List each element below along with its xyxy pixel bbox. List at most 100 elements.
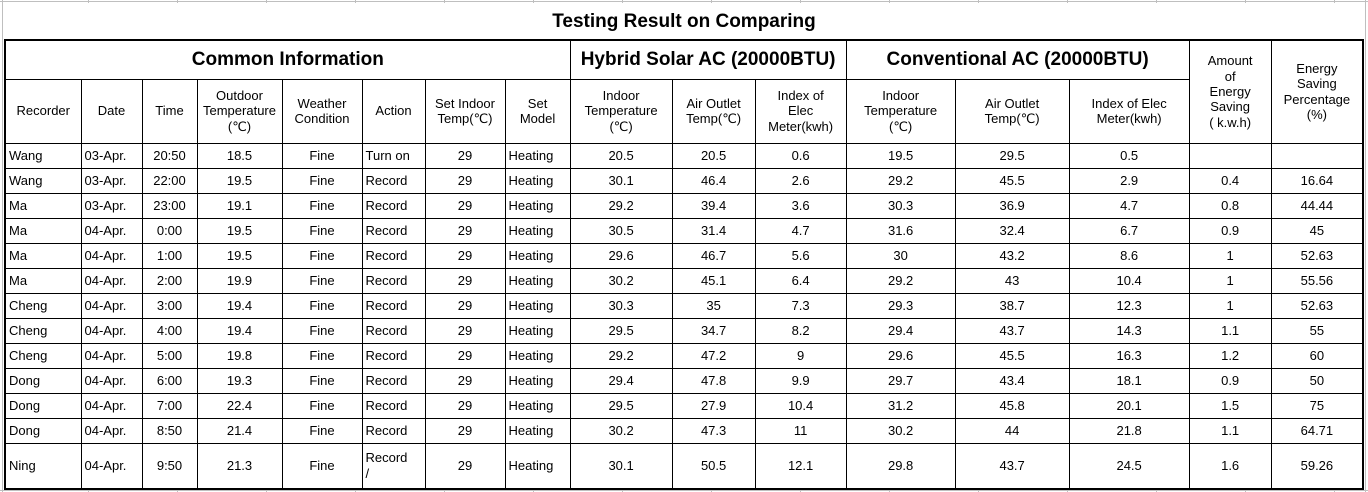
table-cell[interactable]: Record — [361, 317, 426, 344]
table-cell[interactable]: Wang — [4, 167, 82, 194]
table-cell[interactable]: 1:00 — [141, 242, 198, 269]
table-cell[interactable]: Fine — [281, 392, 363, 419]
table-cell[interactable]: 30.1 — [569, 442, 673, 490]
table-cell[interactable]: Record — [361, 192, 426, 219]
table-cell[interactable]: 31.6 — [845, 217, 956, 244]
table-cell[interactable]: 6:00 — [141, 367, 198, 394]
table-cell[interactable]: 19.8 — [196, 342, 283, 369]
table-cell[interactable]: 59.26 — [1270, 442, 1364, 490]
column-header-action[interactable]: Action — [361, 78, 426, 144]
table-cell[interactable]: Record — [361, 267, 426, 294]
table-cell[interactable]: 47.3 — [671, 417, 756, 444]
table-cell[interactable]: 47.8 — [671, 367, 756, 394]
table-cell[interactable]: Record — [361, 392, 426, 419]
table-cell[interactable]: 30 — [845, 242, 956, 269]
table-cell[interactable]: Record — [361, 367, 426, 394]
column-header-energy-saving-percentage[interactable]: Energy Saving Percentage (%) — [1270, 39, 1364, 144]
group-header-conventional-ac[interactable]: Conventional AC (20000BTU) — [845, 39, 1190, 80]
table-cell[interactable]: 45.1 — [671, 267, 756, 294]
table-cell[interactable]: 18.1 — [1068, 367, 1190, 394]
table-cell[interactable]: 5:00 — [141, 342, 198, 369]
table-cell[interactable]: 50.5 — [671, 442, 756, 490]
table-cell[interactable]: 0:00 — [141, 217, 198, 244]
table-cell[interactable]: 19.1 — [196, 192, 283, 219]
table-cell[interactable]: 20:50 — [141, 142, 198, 169]
table-cell[interactable]: 0.8 — [1188, 192, 1272, 219]
column-header-time[interactable]: Time — [141, 78, 198, 144]
table-cell[interactable]: Heating — [504, 242, 571, 269]
table-cell[interactable]: 0.4 — [1188, 167, 1272, 194]
table-cell[interactable]: 0.9 — [1188, 217, 1272, 244]
table-cell[interactable]: 1 — [1188, 242, 1272, 269]
table-cell[interactable]: 38.7 — [954, 292, 1070, 319]
table-cell[interactable]: 04-Apr. — [80, 342, 143, 369]
table-cell[interactable]: 1.2 — [1188, 342, 1272, 369]
table-cell[interactable]: 44.44 — [1270, 192, 1364, 219]
table-cell[interactable]: 43.4 — [954, 367, 1070, 394]
column-header-hybrid-air-outlet-temp[interactable]: Air Outlet Temp(℃) — [671, 78, 756, 144]
column-header-hybrid-indoor-temperature[interactable]: Indoor Temperature (℃) — [569, 78, 673, 144]
table-cell[interactable]: 1.6 — [1188, 442, 1272, 490]
table-cell[interactable]: 30.2 — [569, 417, 673, 444]
table-cell[interactable]: 0.6 — [754, 142, 847, 169]
table-cell[interactable]: Fine — [281, 192, 363, 219]
table-cell[interactable]: 03-Apr. — [80, 167, 143, 194]
table-cell[interactable]: Heating — [504, 367, 571, 394]
table-cell[interactable]: 32.4 — [954, 217, 1070, 244]
table-cell[interactable]: 21.4 — [196, 417, 283, 444]
table-cell[interactable]: 29.6 — [845, 342, 956, 369]
table-cell[interactable]: 29.4 — [845, 317, 956, 344]
table-cell[interactable]: Cheng — [4, 292, 82, 319]
table-cell[interactable]: 29 — [424, 342, 506, 369]
table-cell[interactable]: 34.7 — [671, 317, 756, 344]
table-cell[interactable]: Heating — [504, 142, 571, 169]
table-cell[interactable]: 18.5 — [196, 142, 283, 169]
table-cell[interactable]: 6.7 — [1068, 217, 1190, 244]
table-cell[interactable]: Heating — [504, 317, 571, 344]
table-cell[interactable]: Record — [361, 417, 426, 444]
table-cell[interactable]: 2.9 — [1068, 167, 1190, 194]
table-cell[interactable]: Heating — [504, 442, 571, 490]
table-cell[interactable]: 7.3 — [754, 292, 847, 319]
table-cell[interactable]: 45.8 — [954, 392, 1070, 419]
table-cell[interactable]: Cheng — [4, 342, 82, 369]
table-cell[interactable]: 29 — [424, 442, 506, 490]
table-cell[interactable]: 60 — [1270, 342, 1364, 369]
table-cell[interactable]: 10.4 — [754, 392, 847, 419]
table-cell[interactable]: 19.5 — [845, 142, 956, 169]
table-cell[interactable]: 29 — [424, 367, 506, 394]
table-cell[interactable]: Heating — [504, 267, 571, 294]
table-cell[interactable]: 29.5 — [954, 142, 1070, 169]
table-cell[interactable]: 10.4 — [1068, 267, 1190, 294]
table-cell[interactable]: 04-Apr. — [80, 392, 143, 419]
table-cell[interactable]: 2:00 — [141, 267, 198, 294]
table-cell[interactable]: 9.9 — [754, 367, 847, 394]
table-cell[interactable]: Ma — [4, 217, 82, 244]
table-cell[interactable]: 29 — [424, 242, 506, 269]
table-cell[interactable]: 29 — [424, 267, 506, 294]
table-cell[interactable]: 31.2 — [845, 392, 956, 419]
table-cell[interactable]: 29.3 — [845, 292, 956, 319]
table-cell[interactable]: 30.3 — [845, 192, 956, 219]
table-cell[interactable]: 20.5 — [569, 142, 673, 169]
table-cell[interactable]: 30.3 — [569, 292, 673, 319]
table-cell[interactable]: 19.5 — [196, 167, 283, 194]
table-cell[interactable]: 29.2 — [845, 167, 956, 194]
table-cell[interactable]: 64.71 — [1270, 417, 1364, 444]
table-cell[interactable]: 12.1 — [754, 442, 847, 490]
table-cell[interactable]: 12.3 — [1068, 292, 1190, 319]
table-cell[interactable]: 75 — [1270, 392, 1364, 419]
table-cell[interactable]: Turn on — [361, 142, 426, 169]
table-cell[interactable]: 50 — [1270, 367, 1364, 394]
table-cell[interactable]: 0.9 — [1188, 367, 1272, 394]
table-cell[interactable]: 24.5 — [1068, 442, 1190, 490]
table-cell[interactable]: 29 — [424, 292, 506, 319]
table-cell[interactable]: Fine — [281, 442, 363, 490]
table-cell[interactable]: 19.4 — [196, 317, 283, 344]
table-cell[interactable]: 8.2 — [754, 317, 847, 344]
sheet-title-cell[interactable]: Testing Result on Comparing — [4, 4, 1364, 39]
table-cell[interactable]: 04-Apr. — [80, 417, 143, 444]
table-cell[interactable]: Heating — [504, 292, 571, 319]
table-cell[interactable]: Wang — [4, 142, 82, 169]
table-cell[interactable]: Heating — [504, 192, 571, 219]
